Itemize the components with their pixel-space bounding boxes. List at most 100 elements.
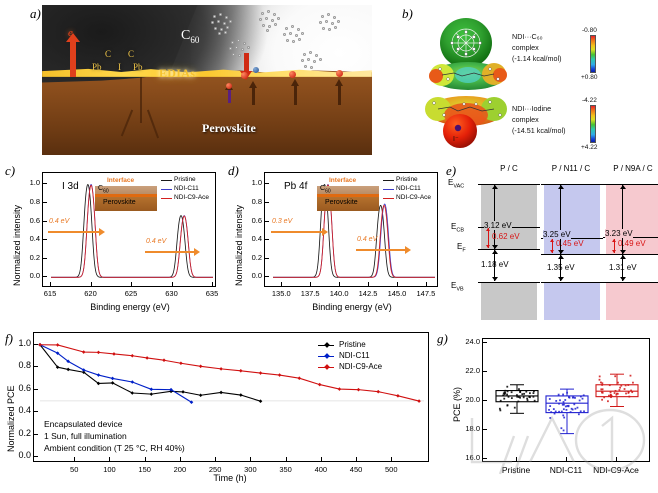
a-pb-label: Pb bbox=[92, 62, 102, 72]
e-col2-vbgap: 1.35 eV bbox=[547, 263, 575, 272]
tick-mark bbox=[265, 276, 269, 278]
e-col3-vbgap-arrow-icon bbox=[619, 255, 626, 281]
y-tick-label: 0.2 bbox=[18, 427, 31, 438]
legend-label: NDI-C11 bbox=[396, 185, 421, 192]
e-col3-wf-value: 3.23 eV bbox=[605, 229, 633, 238]
tick-mark bbox=[43, 202, 47, 204]
c60-cluster-icon bbox=[210, 13, 236, 35]
xps-pb4f-curves bbox=[272, 184, 436, 278]
panel-d-xlabel: Binding energy (eV) bbox=[312, 302, 392, 312]
tick-mark bbox=[144, 457, 146, 461]
e-col3-ef-line bbox=[603, 254, 658, 255]
panel-f-note: 1 Sun, full illumination bbox=[44, 431, 127, 441]
panel-d-annotation-1: 0.3 eV bbox=[272, 218, 293, 225]
ndi-iodine-mep-surface bbox=[425, 96, 507, 148]
legend-label: NDI-C9-Ace bbox=[339, 362, 383, 371]
a-electron-arrow-icon bbox=[66, 33, 80, 77]
legend-label: NDI-C9-Ace bbox=[174, 194, 210, 201]
complex2-line2: complex bbox=[512, 115, 539, 124]
panel-e-letter: e) bbox=[446, 163, 457, 178]
y-tick-label: 24.0 bbox=[465, 337, 480, 346]
inset-interface-layer bbox=[95, 194, 157, 197]
e-col2-vb-line bbox=[541, 282, 603, 283]
inset-perovskite-layer bbox=[317, 197, 379, 211]
panel-g-letter: g) bbox=[437, 331, 448, 346]
e-col1-vb-line bbox=[478, 282, 540, 283]
complex1-energy: (-1.14 kcal/mol) bbox=[512, 54, 562, 63]
mep-colorbar-2 bbox=[590, 105, 596, 143]
panel-g-ylabel: PCE (%) bbox=[452, 386, 462, 422]
a-carbon-label: C bbox=[105, 49, 112, 59]
c60-cluster-icon bbox=[228, 39, 254, 61]
tick-mark bbox=[310, 282, 312, 286]
inset-c60-label: C60 bbox=[320, 185, 331, 195]
tick-mark bbox=[34, 456, 38, 457]
tick-mark bbox=[34, 411, 38, 413]
legend-swatch bbox=[383, 198, 394, 200]
e-col3-vbgap: 1.31 eV bbox=[609, 263, 637, 272]
e-col2-ef-offset-arrow-icon bbox=[550, 239, 554, 253]
y-tick-label: 0.8 bbox=[29, 197, 40, 207]
tick-mark bbox=[109, 457, 111, 461]
c60-cluster-icon bbox=[318, 13, 344, 35]
e-col3-vb-block bbox=[606, 282, 658, 320]
evac-label: EVAC bbox=[448, 178, 465, 190]
legend-label: NDI-C11 bbox=[339, 351, 370, 360]
complex1-line2: complex bbox=[512, 43, 539, 52]
legend-label: NDI-C9-Ace bbox=[396, 194, 432, 201]
y-tick-label: 0.8 bbox=[251, 197, 262, 207]
panel-d-shift-arrow-1-icon bbox=[271, 228, 328, 235]
c60-cluster-icon bbox=[300, 51, 326, 73]
x-tick-label: 625 bbox=[124, 289, 138, 298]
iodine-ion-icon bbox=[241, 72, 248, 79]
tick-mark bbox=[281, 282, 283, 286]
tick-mark bbox=[566, 457, 567, 461]
y-tick-label: 0.2 bbox=[251, 252, 262, 262]
x-tick-label: 250 bbox=[208, 465, 222, 474]
iodine-ion-icon bbox=[336, 70, 343, 77]
ef-label: EF bbox=[457, 242, 466, 254]
e-col3-vac-line bbox=[603, 184, 658, 185]
panel-c-shift-arrow-2-icon bbox=[145, 248, 200, 255]
e-col2-vb-block bbox=[544, 282, 600, 320]
tick-mark bbox=[516, 457, 517, 461]
e-col1-vb-block bbox=[481, 282, 537, 320]
x-tick-label: 300 bbox=[244, 465, 257, 474]
tick-mark bbox=[131, 282, 132, 286]
panel-c-letter: c) bbox=[5, 163, 16, 178]
ndi-molecule-icon bbox=[253, 67, 259, 73]
y-tick-label: 1.0 bbox=[29, 178, 40, 188]
a-ion-up-arrow-icon bbox=[291, 79, 299, 105]
e-col2-wf-value: 3.25 eV bbox=[543, 230, 571, 239]
e-col1-vbgap-arrow-icon bbox=[491, 250, 498, 281]
inset-interface-label: Interface bbox=[329, 177, 357, 184]
e-col3-ef-offset: 0.49 eV bbox=[618, 239, 646, 248]
xps-i3d-curves bbox=[50, 184, 214, 278]
inset-interface-layer bbox=[317, 194, 379, 197]
y-tick-label: 22.0 bbox=[465, 366, 480, 375]
inset-perovskite-layer bbox=[95, 197, 157, 211]
tick-mark bbox=[483, 458, 487, 459]
x-tick-label: 500 bbox=[385, 465, 398, 474]
panel-c-inset-device: Interface C60 Perovskite bbox=[95, 177, 157, 212]
y-tick-label: 0.0 bbox=[18, 450, 31, 460]
e-col2-gap-block bbox=[544, 185, 600, 238]
x-tick-label: 140.0 bbox=[329, 289, 349, 298]
mep-colorbar-1 bbox=[590, 35, 596, 73]
iodine-ion-icon bbox=[226, 83, 232, 89]
a-gold-interface-layer bbox=[42, 68, 372, 77]
tick-mark bbox=[212, 282, 213, 286]
panel-c-annotation-1: 0.4 eV bbox=[49, 218, 70, 225]
legend-swatch bbox=[161, 198, 172, 200]
legend-label: Pristine bbox=[339, 340, 366, 349]
x-tick-label: 620 bbox=[84, 289, 97, 298]
panel-c-species-label: I 3d bbox=[62, 181, 79, 192]
panel-d-inset-device: Interface C60 Perovskite bbox=[317, 177, 379, 212]
legend-label: NDI-C11 bbox=[174, 185, 199, 192]
tick-mark bbox=[265, 202, 269, 204]
panel-f-note: Encapsulated device bbox=[44, 419, 123, 429]
e-col1-ef-offset: 0.62 eV bbox=[492, 232, 520, 241]
tick-mark bbox=[368, 282, 370, 286]
tick-mark bbox=[356, 457, 358, 461]
x-tick-label: 100 bbox=[103, 465, 116, 474]
